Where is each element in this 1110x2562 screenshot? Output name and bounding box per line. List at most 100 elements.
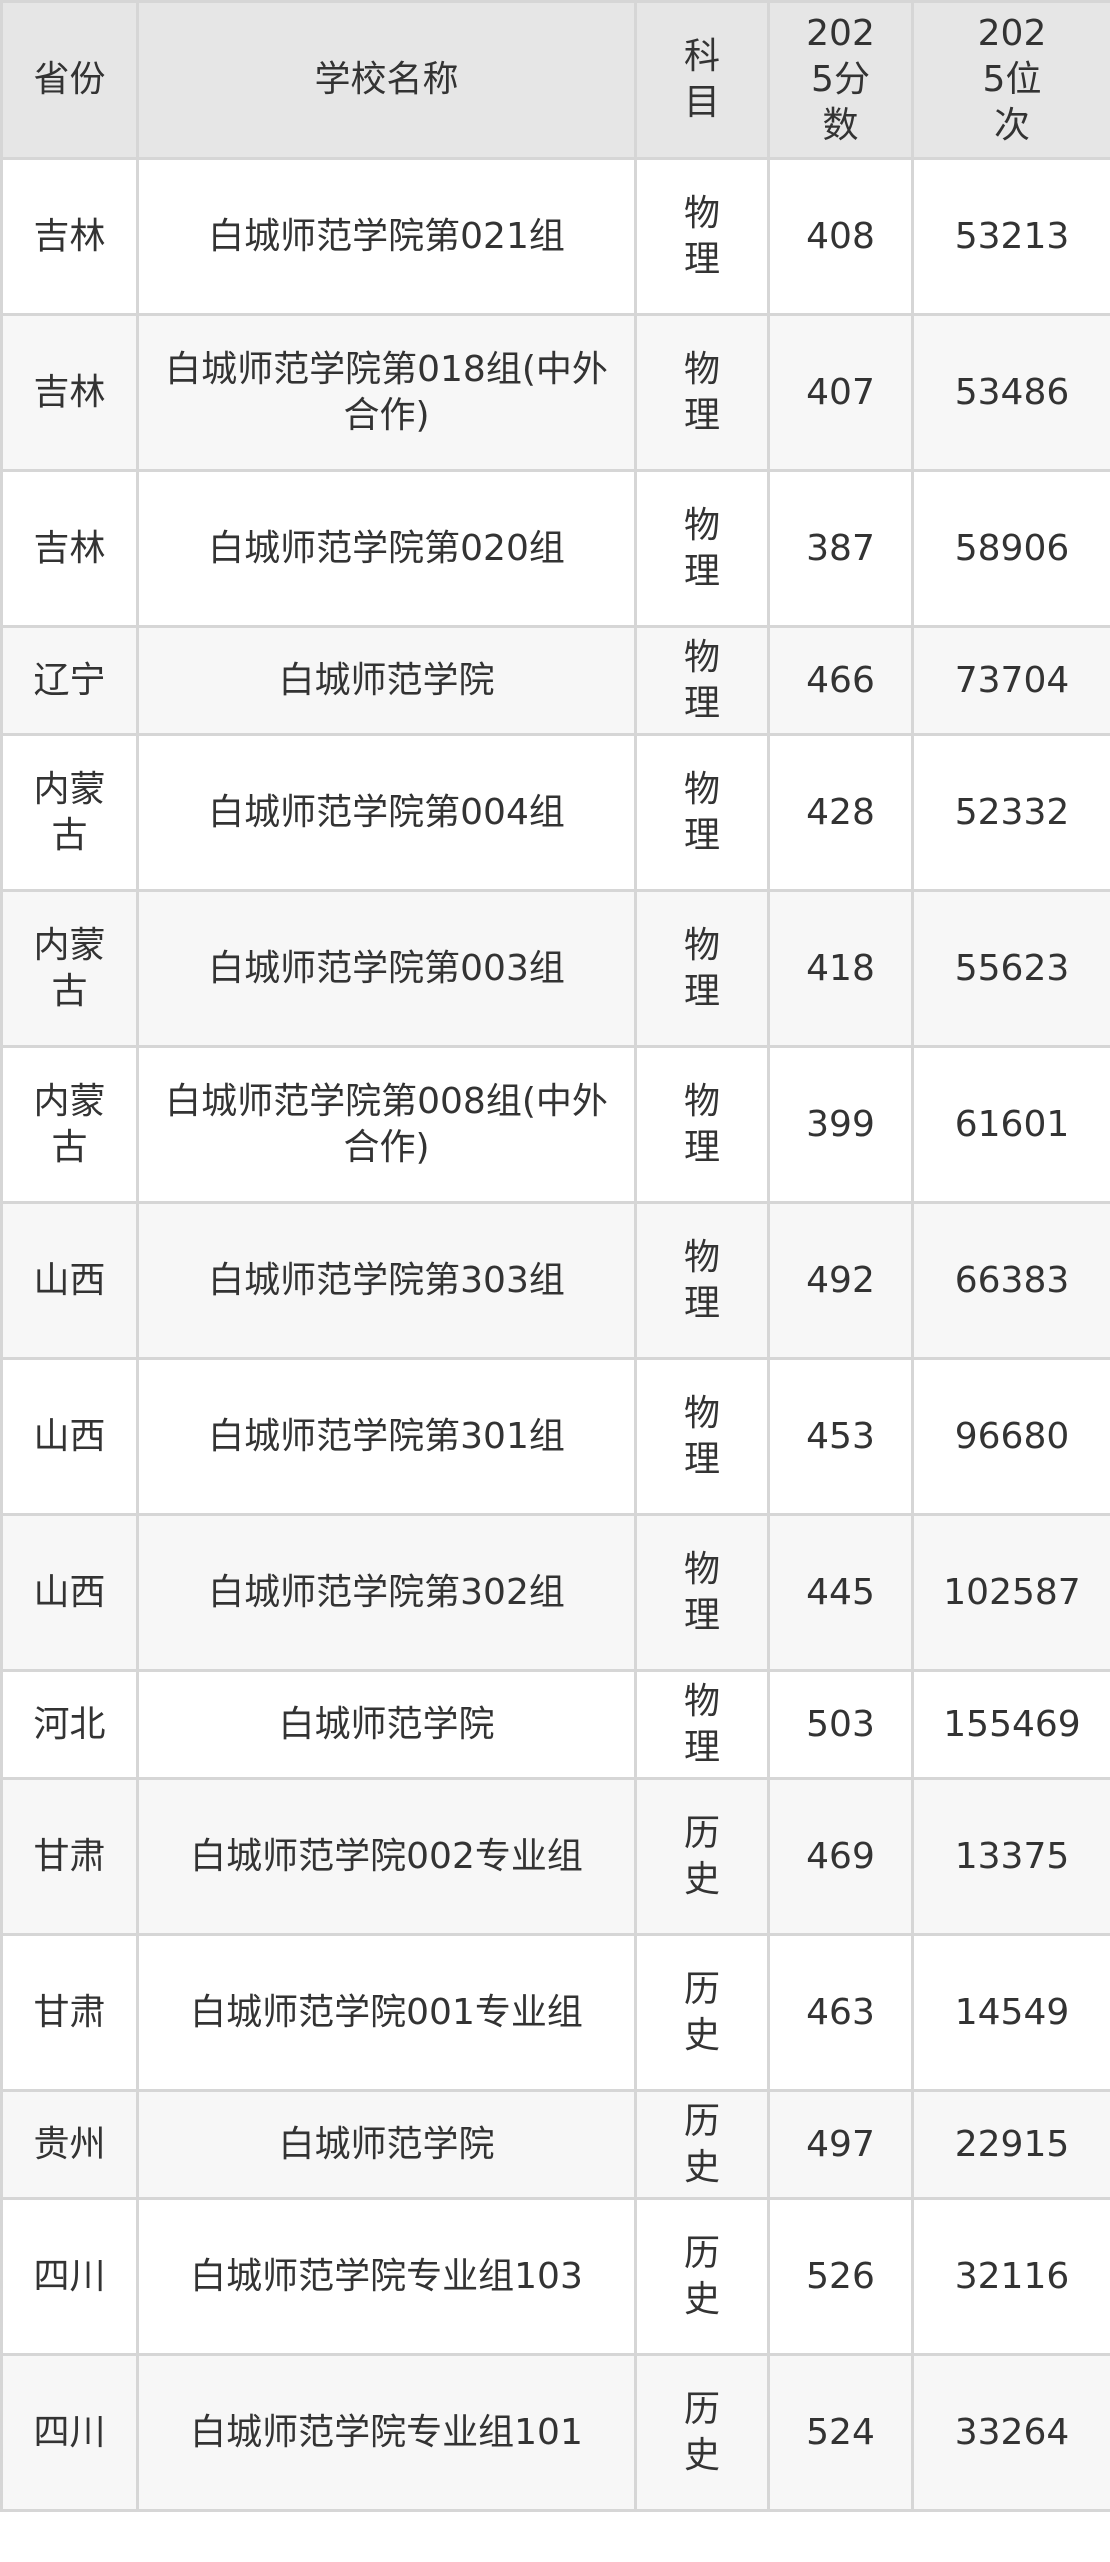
province-cell: 内蒙古 xyxy=(0,733,139,892)
school-name-cell: 白城师范学院第303组 xyxy=(136,1201,637,1360)
score-cell: 492 xyxy=(767,1201,914,1360)
province-cell: 内蒙古 xyxy=(0,889,139,1048)
school-name-cell: 白城师范学院第021组 xyxy=(136,157,637,316)
table-row: 山西 白城师范学院第301组 物理 453 96680 xyxy=(0,1357,1110,1516)
table-row: 甘肃 白城师范学院001专业组 历史 463 14549 xyxy=(0,1933,1110,2092)
table-row: 山西 白城师范学院第302组 物理 445 102587 xyxy=(0,1513,1110,1672)
table-row: 贵州 白城师范学院 历史 497 22915 xyxy=(0,2089,1110,2200)
table-row: 四川 白城师范学院专业组103 历史 526 32116 xyxy=(0,2197,1110,2356)
score-cell: 407 xyxy=(767,313,914,472)
subject-cell: 物理 xyxy=(634,1357,770,1516)
score-cell: 445 xyxy=(767,1513,914,1672)
subject-cell: 历史 xyxy=(634,2353,770,2512)
subject-cell: 物理 xyxy=(634,889,770,1048)
province-cell: 辽宁 xyxy=(0,625,139,736)
subject-cell: 历史 xyxy=(634,2089,770,2200)
school-name-cell: 白城师范学院专业组103 xyxy=(136,2197,637,2356)
subject-cell: 物理 xyxy=(634,1201,770,1360)
score-cell: 526 xyxy=(767,2197,914,2356)
subject-cell: 历史 xyxy=(634,1777,770,1936)
rank-cell: 14549 xyxy=(911,1933,1110,2092)
province-cell: 内蒙古 xyxy=(0,1045,139,1204)
rank-cell: 32116 xyxy=(911,2197,1110,2356)
score-cell: 399 xyxy=(767,1045,914,1204)
province-cell: 四川 xyxy=(0,2353,139,2512)
school-name-cell: 白城师范学院第003组 xyxy=(136,889,637,1048)
rank-cell: 52332 xyxy=(911,733,1110,892)
header-rank: 2025位次 xyxy=(911,0,1110,160)
header-score: 2025分数 xyxy=(767,0,914,160)
table-row: 四川 白城师范学院专业组101 历史 524 33264 xyxy=(0,2353,1110,2512)
subject-cell: 物理 xyxy=(634,625,770,736)
province-cell: 贵州 xyxy=(0,2089,139,2200)
province-cell: 山西 xyxy=(0,1357,139,1516)
subject-cell: 物理 xyxy=(634,1045,770,1204)
table-row: 内蒙古 白城师范学院第003组 物理 418 55623 xyxy=(0,889,1110,1048)
table-row: 内蒙古 白城师范学院第008组(中外合作) 物理 399 61601 xyxy=(0,1045,1110,1204)
header-row: 省份 学校名称 科目 2025分数 2025位次 xyxy=(0,0,1110,160)
province-cell: 河北 xyxy=(0,1669,139,1780)
school-name-cell: 白城师范学院002专业组 xyxy=(136,1777,637,1936)
rank-cell: 33264 xyxy=(911,2353,1110,2512)
subject-cell: 物理 xyxy=(634,313,770,472)
school-name-cell: 白城师范学院第302组 xyxy=(136,1513,637,1672)
province-cell: 山西 xyxy=(0,1513,139,1672)
school-name-cell: 白城师范学院第004组 xyxy=(136,733,637,892)
rank-cell: 61601 xyxy=(911,1045,1110,1204)
province-cell: 四川 xyxy=(0,2197,139,2356)
header-subject: 科目 xyxy=(634,0,770,160)
province-cell: 甘肃 xyxy=(0,1933,139,2092)
subject-cell: 历史 xyxy=(634,1933,770,2092)
rank-cell: 13375 xyxy=(911,1777,1110,1936)
subject-cell: 物理 xyxy=(634,1513,770,1672)
subject-cell: 物理 xyxy=(634,157,770,316)
header-school-name: 学校名称 xyxy=(136,0,637,160)
table-row: 甘肃 白城师范学院002专业组 历史 469 13375 xyxy=(0,1777,1110,1936)
rank-cell: 66383 xyxy=(911,1201,1110,1360)
school-name-cell: 白城师范学院第020组 xyxy=(136,469,637,628)
rank-cell: 55623 xyxy=(911,889,1110,1048)
subject-cell: 历史 xyxy=(634,2197,770,2356)
school-name-cell: 白城师范学院第008组(中外合作) xyxy=(136,1045,637,1204)
province-cell: 吉林 xyxy=(0,313,139,472)
subject-cell: 物理 xyxy=(634,733,770,892)
province-cell: 山西 xyxy=(0,1201,139,1360)
province-cell: 吉林 xyxy=(0,157,139,316)
table-row: 吉林 白城师范学院第021组 物理 408 53213 xyxy=(0,157,1110,316)
subject-cell: 物理 xyxy=(634,469,770,628)
score-cell: 497 xyxy=(767,2089,914,2200)
rank-cell: 22915 xyxy=(911,2089,1110,2200)
rank-cell: 73704 xyxy=(911,625,1110,736)
score-cell: 469 xyxy=(767,1777,914,1936)
school-name-cell: 白城师范学院 xyxy=(136,625,637,736)
score-cell: 428 xyxy=(767,733,914,892)
table-row: 内蒙古 白城师范学院第004组 物理 428 52332 xyxy=(0,733,1110,892)
table-row: 山西 白城师范学院第303组 物理 492 66383 xyxy=(0,1201,1110,1360)
score-cell: 466 xyxy=(767,625,914,736)
school-name-cell: 白城师范学院第018组(中外合作) xyxy=(136,313,637,472)
school-name-cell: 白城师范学院001专业组 xyxy=(136,1933,637,2092)
school-name-cell: 白城师范学院专业组101 xyxy=(136,2353,637,2512)
table-row: 河北 白城师范学院 物理 503 155469 xyxy=(0,1669,1110,1780)
table-row: 辽宁 白城师范学院 物理 466 73704 xyxy=(0,625,1110,736)
rank-cell: 58906 xyxy=(911,469,1110,628)
table-row: 吉林 白城师范学院第018组(中外合作) 物理 407 53486 xyxy=(0,313,1110,472)
score-cell: 463 xyxy=(767,1933,914,2092)
province-cell: 吉林 xyxy=(0,469,139,628)
score-cell: 387 xyxy=(767,469,914,628)
rank-cell: 53213 xyxy=(911,157,1110,316)
table-row: 吉林 白城师范学院第020组 物理 387 58906 xyxy=(0,469,1110,628)
header-province: 省份 xyxy=(0,0,139,160)
rank-cell: 53486 xyxy=(911,313,1110,472)
rank-cell: 96680 xyxy=(911,1357,1110,1516)
school-name-cell: 白城师范学院 xyxy=(136,1669,637,1780)
rank-cell: 102587 xyxy=(911,1513,1110,1672)
rank-cell: 155469 xyxy=(911,1669,1110,1780)
score-cell: 418 xyxy=(767,889,914,1048)
subject-cell: 物理 xyxy=(634,1669,770,1780)
score-cell: 408 xyxy=(767,157,914,316)
school-name-cell: 白城师范学院 xyxy=(136,2089,637,2200)
score-cell: 503 xyxy=(767,1669,914,1780)
score-cell: 524 xyxy=(767,2353,914,2512)
